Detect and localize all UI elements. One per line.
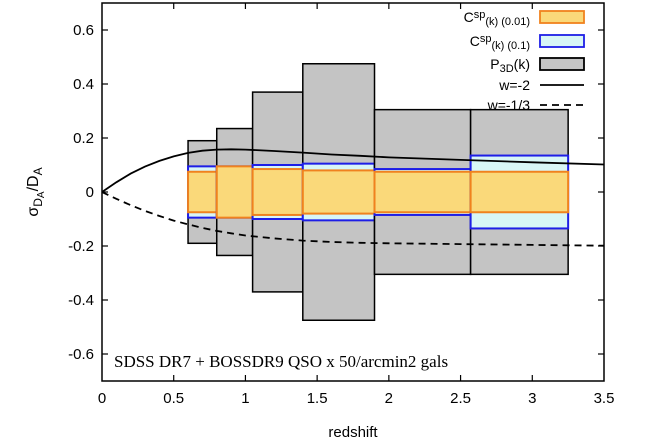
legend: Csp(k) (0.01)Csp(k) (0.1)P3D(k)w=-2w=-1/… — [464, 9, 585, 113]
y-tick-label: -0.4 — [68, 292, 94, 309]
csp-0-01-bar-5 — [469, 170, 570, 214]
y-label-fragment: /D — [25, 175, 42, 191]
legend-label-0: Csp(k) (0.01) — [464, 9, 530, 29]
y-tick-label: -0.2 — [68, 238, 94, 255]
legend-label-4: w=-1/3 — [487, 97, 531, 113]
x-tick-label: 1.5 — [307, 390, 328, 407]
csp-0-01-bar-0 — [187, 170, 218, 214]
csp-0-01-bar-4 — [373, 170, 472, 214]
legend-label-3: w=-2 — [498, 77, 530, 93]
annotation: SDSS DR7 + BOSSDR9 QSO x 50/arcmin2 gals — [114, 352, 448, 371]
legend-label-1: Csp(k) (0.1) — [470, 33, 530, 53]
legend-swatch-2 — [539, 57, 585, 71]
label-fragment: (k) (0.1) — [492, 40, 531, 52]
series-line-w-minus-1-3 — [101, 191, 605, 247]
x-tick-label: 2 — [385, 390, 393, 407]
label-fragment: P — [490, 56, 499, 72]
label-fragment: (k) (0.01) — [485, 16, 530, 28]
label-fragment: w=-1/3 — [487, 97, 531, 113]
y-label-fragment: A — [36, 191, 47, 198]
label-fragment: w=-2 — [498, 77, 530, 93]
csp-0-01-bar-1 — [215, 165, 254, 219]
series-line-w-minus-2 — [101, 148, 605, 193]
y-tick-label: -0.6 — [68, 346, 94, 363]
ticks-group: 0 0.5 1 1.5 2 2.5 3 3.5 -0.6 -0.4 -0.2 0 0.2 0.4 0.6 — [68, 3, 614, 407]
label-fragment: C — [470, 33, 480, 49]
y-label-fragment: σ — [25, 207, 42, 217]
y-label-fragment: D — [31, 198, 45, 207]
y-label-fragment: A — [31, 167, 45, 175]
y-tick-label: 0 — [86, 184, 94, 201]
x-tick-label: 2.5 — [450, 390, 471, 407]
legend-swatch-0 — [539, 10, 585, 24]
csp-0-01-bar-2 — [251, 168, 304, 216]
x-axis-label: redshift — [328, 424, 378, 441]
legend-label-2: P3D(k) — [490, 56, 530, 75]
x-tick-label: 0.5 — [163, 390, 184, 407]
label-fragment: 3D — [500, 63, 514, 75]
y-tick-label: 0.4 — [73, 76, 94, 93]
legend-swatch-1 — [539, 34, 585, 48]
label-fragment: (k) — [514, 56, 530, 72]
x-tick-label: 3 — [528, 390, 536, 407]
x-tick-label: 0 — [98, 390, 106, 407]
label-fragment: sp — [480, 33, 492, 45]
label-fragment: SDSS DR7 + BOSSDR9 QSO x 50/arcmin — [114, 352, 408, 371]
curves-group — [101, 148, 605, 247]
csp-0-01-bar-3 — [301, 169, 376, 215]
y-tick-label: 0.6 — [73, 22, 94, 39]
y-tick-label: 0.2 — [73, 130, 94, 147]
label-fragment: 2 gals — [408, 352, 448, 371]
x-tick-label: 3.5 — [594, 390, 615, 407]
x-tick-label: 1 — [241, 390, 249, 407]
label-fragment: sp — [474, 9, 486, 21]
bins-group — [187, 63, 570, 321]
label-fragment: C — [464, 9, 474, 25]
y-axis-label: σDA/DA — [25, 167, 47, 216]
